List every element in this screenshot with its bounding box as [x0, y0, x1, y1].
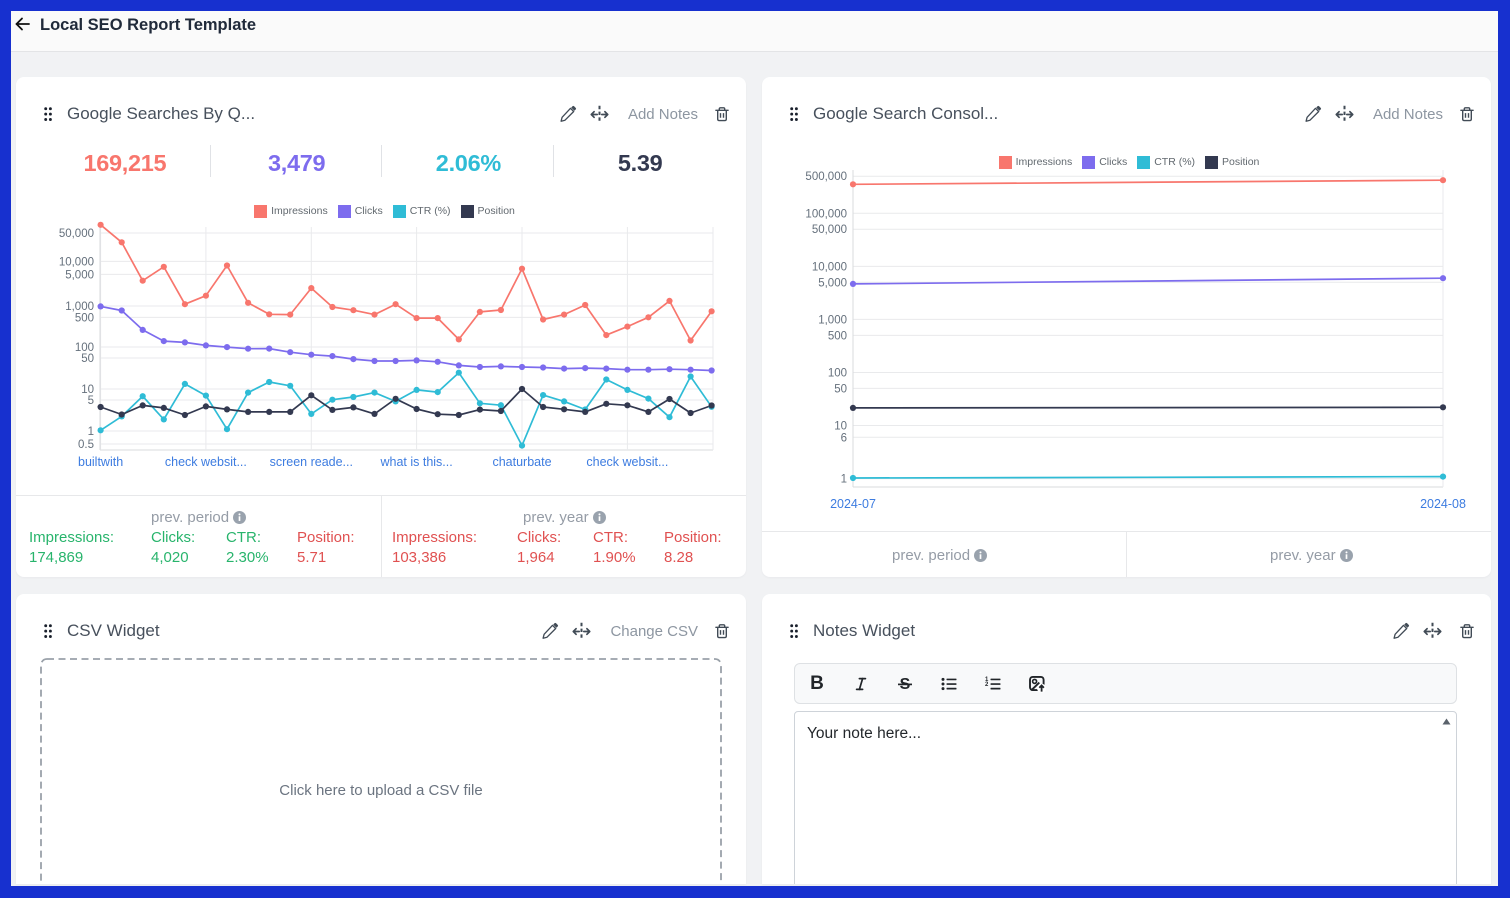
- svg-text:1,000: 1,000: [65, 301, 94, 313]
- svg-text:5: 5: [88, 395, 94, 407]
- svg-text:10,000: 10,000: [812, 261, 847, 273]
- svg-text:100,000: 100,000: [805, 208, 847, 220]
- svg-text:100: 100: [828, 368, 847, 380]
- svg-text:5,000: 5,000: [65, 269, 94, 281]
- svg-text:10,000: 10,000: [59, 256, 94, 268]
- svg-text:500: 500: [75, 312, 94, 324]
- svg-text:screen reade...: screen reade...: [270, 455, 353, 469]
- svg-text:2024-08: 2024-08: [1420, 497, 1466, 511]
- svg-text:500: 500: [828, 330, 847, 342]
- svg-text:50,000: 50,000: [812, 224, 847, 236]
- svg-text:2: 2: [985, 682, 989, 688]
- svg-text:1,000: 1,000: [818, 314, 847, 326]
- svg-text:builtwith: builtwith: [78, 455, 123, 469]
- svg-text:2024-07: 2024-07: [830, 497, 876, 511]
- svg-text:10: 10: [81, 384, 94, 396]
- svg-text:50,000: 50,000: [59, 228, 94, 240]
- svg-text:1: 1: [88, 426, 94, 438]
- svg-text:10: 10: [834, 421, 847, 433]
- svg-text:100: 100: [75, 342, 94, 354]
- svg-text:6: 6: [841, 432, 847, 444]
- svg-text:500,000: 500,000: [805, 171, 847, 183]
- svg-text:1: 1: [985, 677, 989, 683]
- svg-text:0.5: 0.5: [78, 439, 94, 451]
- svg-text:50: 50: [81, 353, 94, 365]
- svg-text:chaturbate: chaturbate: [492, 455, 551, 469]
- svg-text:what is this...: what is this...: [379, 455, 452, 469]
- svg-text:1: 1: [841, 474, 847, 486]
- svg-text:50: 50: [834, 383, 847, 395]
- svg-text:check websit...: check websit...: [165, 455, 247, 469]
- svg-text:check websit...: check websit...: [586, 455, 668, 469]
- svg-text:5,000: 5,000: [818, 277, 847, 289]
